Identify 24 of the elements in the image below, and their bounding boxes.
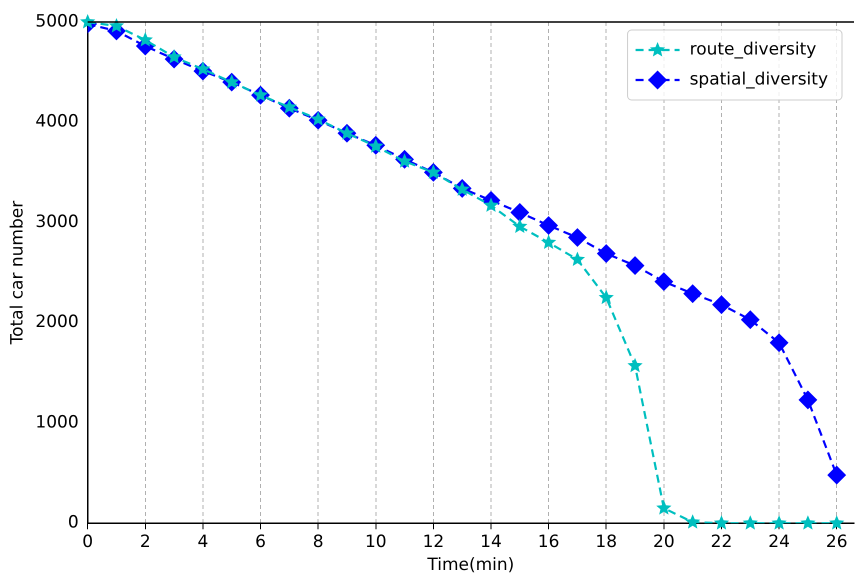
y-tick-label: 2000 [35,312,79,332]
x-tick-label: 8 [312,532,324,552]
x-tick-label: 18 [595,532,618,552]
y-tick-label: 1000 [35,412,79,432]
x-tick-label: 14 [480,532,502,552]
x-tick-label: 26 [826,532,848,552]
y-tick-label: 0 [68,512,79,533]
y-tick-label: 5000 [35,11,79,32]
y-axis-title: Total car number [8,200,28,346]
x-tick-label: 12 [422,532,444,552]
x-tick-label: 20 [653,532,675,552]
x-tick-label: 24 [768,532,790,552]
legend-label: spatial_diversity [690,69,828,90]
x-tick-label: 22 [710,532,732,552]
y-tick-label: 4000 [35,112,79,132]
y-tick-label: 3000 [35,212,79,232]
x-tick-label: 10 [364,532,387,552]
x-tick-label: 6 [255,532,266,552]
legend-label: route_diversity [690,39,816,60]
x-tick-label: 4 [197,532,208,552]
x-tick-label: 16 [538,532,560,552]
x-axis-title: Time(min) [426,555,514,576]
x-tick-label: 2 [140,532,151,552]
x-tick-label: 0 [82,532,94,552]
